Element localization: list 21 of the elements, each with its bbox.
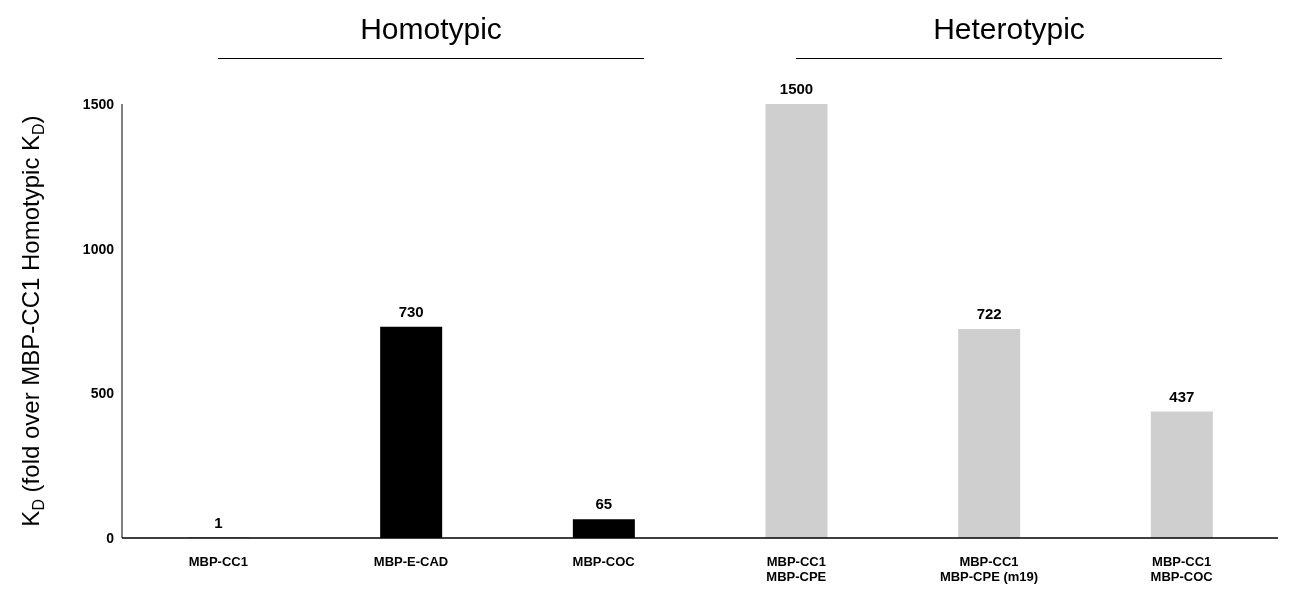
bar (1150, 411, 1213, 538)
text: Homotypic (359, 12, 503, 46)
x-tick-label: MBP-CC1 MBP-CPE (766, 553, 827, 584)
x-tick-label: MBP-E-CAD (373, 553, 449, 569)
bar (765, 104, 828, 538)
x-tick-label: MBP-CC1 (188, 553, 248, 569)
x-tick-label: MBP-COC (572, 553, 636, 569)
data-label: 730 (398, 302, 424, 320)
y-tick-label: 500 (90, 385, 115, 402)
data-label: 437 (1169, 387, 1195, 405)
y-tick-label: 1000 (82, 240, 115, 257)
y-tick-label: 0 (106, 529, 115, 546)
data-label: 1 (214, 513, 223, 531)
x-tick-label: MBP-CC1 MBP-COC (1150, 553, 1214, 584)
data-label: 1500 (779, 80, 814, 97)
x-tick-label: MBP-CC1 MBP-CPE (m19) (939, 553, 1039, 584)
text: Heterotypic (932, 12, 1086, 46)
bar (958, 329, 1021, 538)
data-label: 722 (976, 305, 1002, 323)
y-tick-label: 1500 (82, 95, 115, 112)
data-label: 65 (595, 495, 613, 513)
